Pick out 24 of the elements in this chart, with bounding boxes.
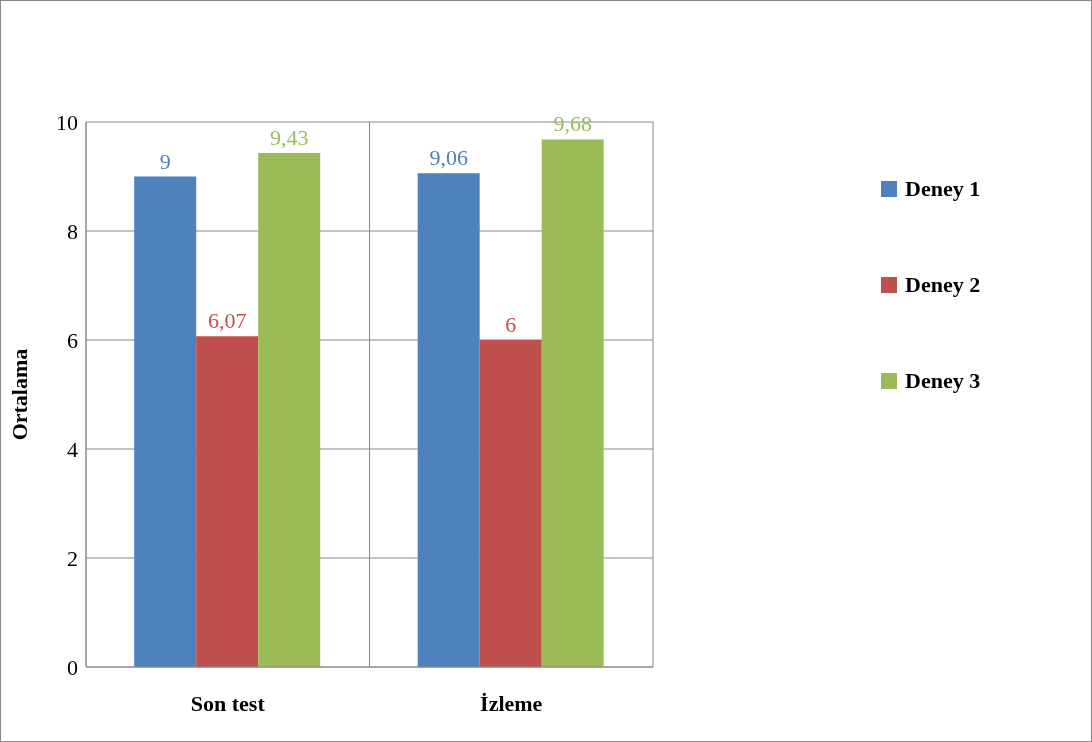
legend-label: Deney 3 <box>905 368 981 394</box>
x-tick-label: Son test <box>190 690 266 716</box>
data-label: 6,07 <box>207 308 247 334</box>
data-label: 9,68 <box>553 111 592 137</box>
bar <box>196 336 259 667</box>
data-label: 9,43 <box>269 125 309 151</box>
bar <box>541 139 604 667</box>
bar <box>134 176 197 667</box>
x-tick-label: İzleme <box>480 690 543 716</box>
bar <box>417 173 480 667</box>
bar <box>479 340 542 667</box>
y-axis-title: Ortalama <box>6 348 32 441</box>
y-tick-label: 2 <box>67 545 78 571</box>
y-tick-label: 6 <box>67 327 78 353</box>
data-label: 9,06 <box>429 145 468 171</box>
y-tick-label: 0 <box>67 654 78 680</box>
y-tick-label: 8 <box>67 218 78 244</box>
data-label: 9 <box>159 148 171 174</box>
y-tick-label: 10 <box>56 109 78 135</box>
y-tick-label: 4 <box>67 436 78 462</box>
legend-label: Deney 1 <box>905 176 981 202</box>
bar <box>258 153 321 667</box>
legend-label: Deney 2 <box>905 272 981 298</box>
data-label: 6 <box>505 312 517 337</box>
